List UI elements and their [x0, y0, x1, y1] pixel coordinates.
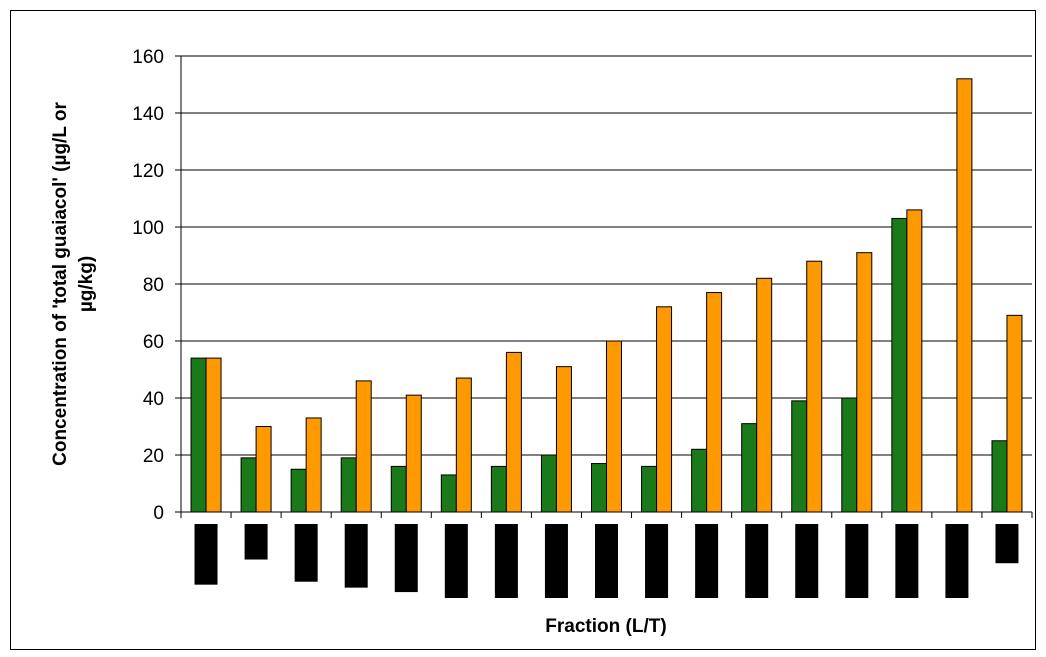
x-category-label	[595, 524, 618, 598]
y-tick-label: 20	[143, 446, 164, 467]
bar-series-1	[791, 400, 808, 513]
bar-series-1	[290, 468, 307, 513]
x-category-labels	[194, 524, 1019, 598]
x-category-label	[795, 524, 819, 598]
x-category-label	[394, 524, 418, 593]
bar-series-1	[540, 454, 557, 513]
x-category-label	[494, 524, 518, 598]
y-tick-label: 100	[132, 218, 164, 239]
bar-series-2	[405, 394, 422, 513]
bar-series-2	[305, 417, 322, 513]
x-category-label	[845, 524, 869, 598]
bar-series-1	[240, 457, 257, 513]
bar-series-1	[991, 440, 1008, 513]
y-tick-label: 0	[153, 503, 164, 524]
bar-series-1	[741, 423, 758, 513]
bar-series-2	[706, 292, 723, 513]
x-category-label	[294, 524, 318, 582]
bar-series-2	[756, 277, 773, 513]
x-category-label	[945, 524, 969, 598]
y-tick-label: 140	[132, 104, 164, 125]
bar-series-2	[355, 380, 372, 513]
bar-series-2	[455, 377, 472, 513]
x-category-label	[695, 524, 719, 598]
y-axis-title-line1: Concentration of 'total guaiacol' (µg/L …	[50, 102, 71, 466]
x-category-label	[745, 524, 769, 598]
bar-series-2	[856, 252, 873, 513]
y-tick-label: 160	[132, 47, 164, 68]
bar-series-2	[505, 351, 522, 513]
bar-series-2	[656, 306, 673, 513]
bar-series-2	[205, 357, 222, 513]
x-axis-title: Fraction (L/T)	[545, 616, 666, 637]
y-tick-label: 80	[143, 275, 164, 296]
bar-series-1	[691, 448, 708, 513]
x-category-label	[544, 524, 568, 598]
bar-series-1	[340, 457, 357, 513]
bar-series-2	[1006, 314, 1023, 513]
x-category-label	[244, 524, 268, 560]
y-tick-labels: 0 20 40 60 80 100 120 140 160	[132, 47, 164, 524]
y-tick-label: 40	[143, 389, 164, 410]
bar-series-1	[190, 357, 207, 513]
bar-series-1	[841, 397, 858, 513]
x-category-label	[194, 524, 218, 585]
bar-series-2	[906, 209, 923, 513]
axes	[180, 56, 1033, 518]
x-category-label	[895, 524, 919, 598]
bar-series-2	[606, 340, 622, 513]
bar-series-1	[891, 217, 908, 513]
bar-series-1	[490, 465, 507, 513]
bar-series-1	[641, 465, 658, 513]
bar-series-1	[390, 465, 407, 513]
bar-series-2	[956, 78, 973, 513]
x-category-label	[995, 524, 1019, 564]
x-category-label	[444, 524, 468, 598]
bar-series-2	[806, 260, 823, 513]
bar-series-1	[440, 474, 457, 513]
bar-series-2	[255, 426, 272, 513]
bar-series-2	[555, 366, 572, 513]
y-axis-title-line2: µg/kg)	[76, 256, 97, 312]
y-tick-label: 60	[143, 332, 164, 353]
x-category-label	[344, 524, 368, 588]
y-tick-label: 120	[132, 161, 164, 182]
bar-series-1	[591, 463, 607, 513]
bars	[190, 78, 1023, 513]
x-category-label	[645, 524, 669, 598]
